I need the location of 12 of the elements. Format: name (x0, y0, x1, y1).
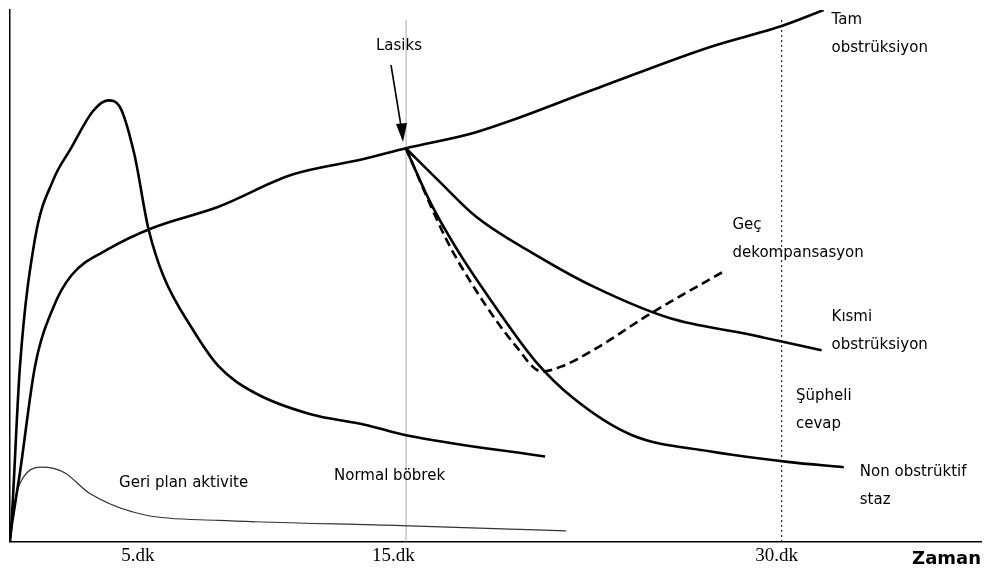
x-tick-label: 30.dk (755, 543, 799, 565)
series-label: Geç dekompansasyon (732, 215, 864, 262)
x-tick-label: 5.dk (121, 543, 155, 565)
series-label: Non obstrüktif staz (859, 462, 968, 509)
series-label: Normal böbrek (334, 465, 446, 484)
series-label: Tam obstrüksiyon (830, 10, 928, 56)
x-tick-label: 15.dk (371, 543, 416, 565)
annotation: Lasiks (376, 36, 423, 54)
series-label: Kısmi obstrüksiyon (831, 307, 928, 354)
x-axis-title: Zaman (912, 546, 981, 568)
series-label: Geri plan aktivite (119, 472, 249, 491)
annotation: Şüpheli cevap (796, 386, 852, 432)
